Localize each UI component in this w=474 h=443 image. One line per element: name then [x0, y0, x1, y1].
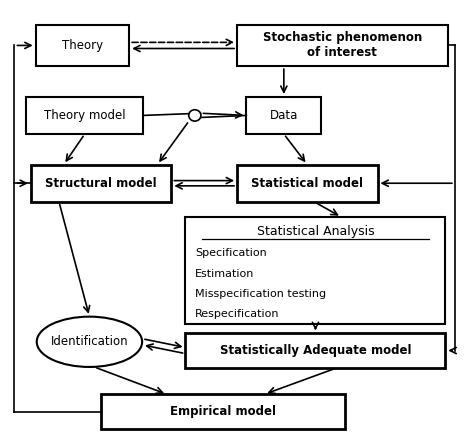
- Text: Theory model: Theory model: [44, 109, 126, 122]
- Text: Identification: Identification: [51, 335, 128, 348]
- Text: Statistical Analysis: Statistical Analysis: [256, 225, 374, 238]
- FancyBboxPatch shape: [31, 165, 172, 202]
- FancyBboxPatch shape: [36, 25, 129, 66]
- FancyBboxPatch shape: [185, 217, 446, 324]
- Text: Misspecification testing: Misspecification testing: [195, 289, 326, 299]
- FancyBboxPatch shape: [185, 333, 446, 368]
- FancyBboxPatch shape: [26, 97, 143, 134]
- Text: Data: Data: [270, 109, 298, 122]
- Text: Statistically Adequate model: Statistically Adequate model: [220, 344, 411, 357]
- Text: Structural model: Structural model: [46, 177, 157, 190]
- Text: Empirical model: Empirical model: [170, 405, 276, 418]
- Ellipse shape: [37, 317, 142, 367]
- Text: Statistical model: Statistical model: [251, 177, 363, 190]
- Text: Specification: Specification: [195, 249, 266, 258]
- Circle shape: [189, 110, 201, 121]
- FancyBboxPatch shape: [237, 25, 448, 66]
- FancyBboxPatch shape: [246, 97, 321, 134]
- FancyBboxPatch shape: [101, 394, 345, 429]
- Text: Estimation: Estimation: [195, 268, 254, 279]
- Text: Respecification: Respecification: [195, 309, 279, 319]
- Text: Stochastic phenomenon
of interest: Stochastic phenomenon of interest: [263, 31, 422, 59]
- FancyBboxPatch shape: [237, 165, 377, 202]
- Text: Theory: Theory: [62, 39, 103, 52]
